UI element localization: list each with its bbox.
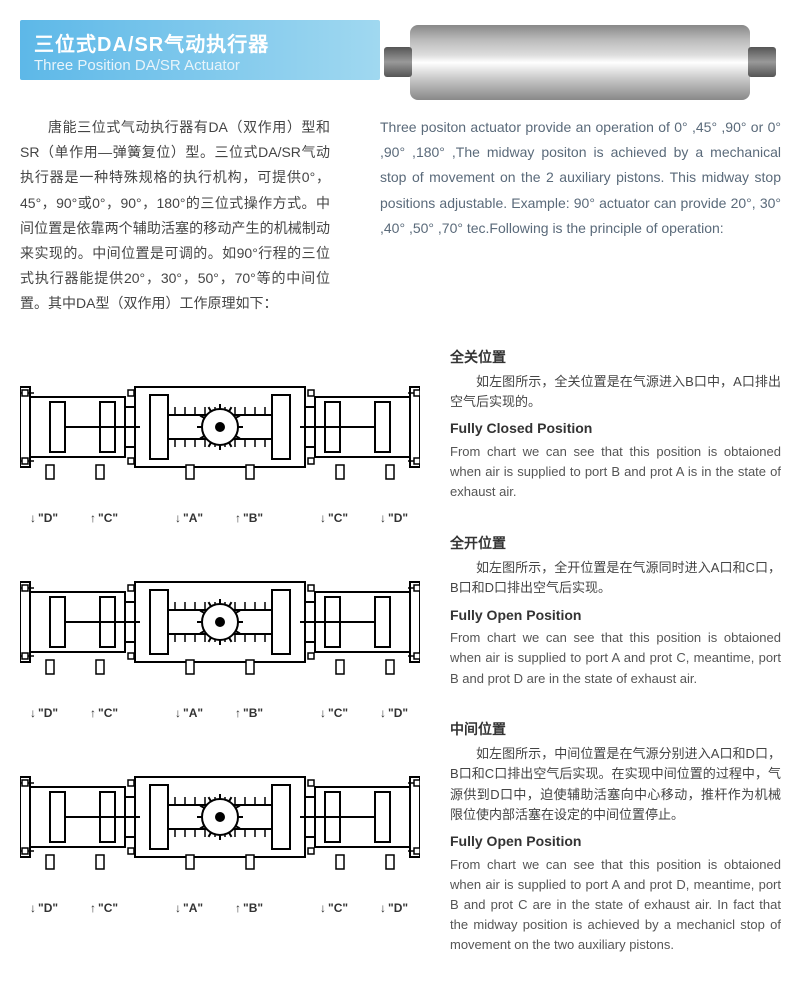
port-label: "C": [90, 901, 118, 915]
section-en-body: From chart we can see that this position…: [450, 442, 781, 502]
title-en: Three Position DA/SR Actuator: [34, 57, 360, 74]
section-cn-body: 如左图所示，全开位置是在气源同时进入A口和C口，B口和D口排出空气后实现。: [450, 558, 781, 598]
port-label: "B": [235, 706, 263, 720]
section-block: 中间位置 如左图所示，中间位置是在气源分别进入A口和D口，B口和C口排出空气后实…: [450, 719, 781, 956]
port-label: "B": [235, 511, 263, 525]
diagrams-column: "D""C""A""B""C""D""D""C""A""B""C""D""D""…: [20, 347, 420, 956]
title-banner: 三位式DA/SR气动执行器 Three Position DA/SR Actua…: [20, 20, 380, 80]
actuator-diagram: "D""C""A""B""C""D": [20, 747, 420, 907]
section-cn-heading: 全开位置: [450, 533, 781, 555]
port-label: "C": [90, 511, 118, 525]
section-en-body: From chart we can see that this position…: [450, 855, 781, 956]
port-label: "C": [320, 901, 348, 915]
text-column: 全关位置 如左图所示，全关位置是在气源进入B口中，A口排出空气后实现的。 Ful…: [450, 347, 781, 956]
section-block: 全关位置 如左图所示，全关位置是在气源进入B口中，A口排出空气后实现的。 Ful…: [450, 347, 781, 503]
port-label: "D": [380, 511, 408, 525]
port-label: "D": [380, 901, 408, 915]
section-cn-heading: 中间位置: [450, 719, 781, 741]
port-label: "D": [30, 901, 58, 915]
port-label: "A": [175, 706, 203, 720]
port-label: "D": [30, 706, 58, 720]
port-label: "B": [235, 901, 263, 915]
actuator-diagram: "D""C""A""B""C""D": [20, 357, 420, 517]
port-label: "D": [30, 511, 58, 525]
section-en-heading: Fully Open Position: [450, 605, 781, 627]
product-photo: [410, 25, 750, 100]
section-block: 全开位置 如左图所示，全开位置是在气源同时进入A口和C口，B口和D口排出空气后实…: [450, 533, 781, 689]
port-label: "A": [175, 901, 203, 915]
section-en-heading: Fully Closed Position: [450, 418, 781, 440]
actuator-diagram: "D""C""A""B""C""D": [20, 552, 420, 712]
title-cn: 三位式DA/SR气动执行器: [34, 28, 360, 57]
section-cn-body: 如左图所示，中间位置是在气源分别进入A口和D口，B口和C口排出空气后实现。在实现…: [450, 744, 781, 825]
section-en-body: From chart we can see that this position…: [450, 628, 781, 688]
intro-cn: 唐能三位式气动执行器有DA（双作用）型和SR（单作用—弹簧复位）型。三位式DA/…: [20, 115, 330, 317]
port-label: "D": [380, 706, 408, 720]
port-label: "C": [320, 511, 348, 525]
section-cn-heading: 全关位置: [450, 347, 781, 369]
port-label: "A": [175, 511, 203, 525]
section-en-heading: Fully Open Position: [450, 831, 781, 853]
intro-en: Three positon actuator provide an operat…: [380, 115, 781, 317]
port-label: "C": [90, 706, 118, 720]
port-label: "C": [320, 706, 348, 720]
section-cn-body: 如左图所示，全关位置是在气源进入B口中，A口排出空气后实现的。: [450, 372, 781, 412]
